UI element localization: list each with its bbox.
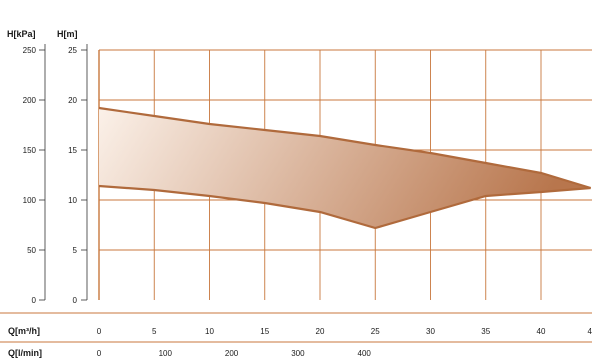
x-m3h-tick-label: 35 [481,327,490,336]
x-axis-m3h-label: Q[m³/h] [8,326,40,336]
x-m3h-tick-label: 15 [260,327,269,336]
x-lmin-tick-label: 0 [97,349,102,358]
y-m-tick-label: 5 [73,246,78,255]
operating-range-area [99,108,591,228]
x-lmin-tick-label: 400 [358,349,372,358]
y-m-tick-label: 25 [68,46,77,55]
y-kpa-tick-label: 50 [27,246,36,255]
x-axis-lmin-label: Q[l/min] [8,348,42,358]
x-m3h-tick-label: 5 [152,327,157,336]
x-m3h-tick-label: 25 [371,327,380,336]
y-axis-kpa-label: H[kPa] [7,29,36,39]
x-m3h-tick-label: 40 [537,327,546,336]
max-performance-curve [98,106,592,190]
y-kpa-tick-label: 250 [23,46,37,55]
min-performance-curve [98,184,591,230]
y-axis-m-label: H[m] [57,29,78,39]
x-m3h-tick-label: 30 [426,327,435,336]
y-m-tick-label: 15 [68,146,77,155]
x-lmin-tick-label: 200 [225,349,239,358]
x-m3h-tick-label: 10 [205,327,214,336]
x-m3h-tick-label: 4 [588,327,592,336]
y-kpa-tick-label: 200 [23,96,37,105]
y-kpa-tick-label: 0 [32,296,37,305]
y-axis-m-ticks: 0 5 10 15 20 25 [68,44,88,305]
x-m3h-tick-label: 0 [97,327,102,336]
x-axis-lmin-ticks: 0 100 200 300 400 [97,349,372,358]
y-m-tick-label: 0 [73,296,78,305]
x-m3h-tick-label: 20 [316,327,325,336]
x-lmin-tick-label: 300 [291,349,305,358]
axis-rules [0,312,592,343]
y-kpa-tick-label: 150 [23,146,37,155]
x-axis-m3h-ticks: 0 5 10 15 20 25 30 35 40 4 [97,327,592,336]
y-kpa-tick-label: 100 [23,196,37,205]
x-lmin-tick-label: 100 [159,349,173,358]
y-m-tick-label: 10 [68,196,77,205]
y-m-tick-label: 20 [68,96,77,105]
y-axis-kpa-ticks: 0 50 100 150 200 250 [23,44,46,305]
